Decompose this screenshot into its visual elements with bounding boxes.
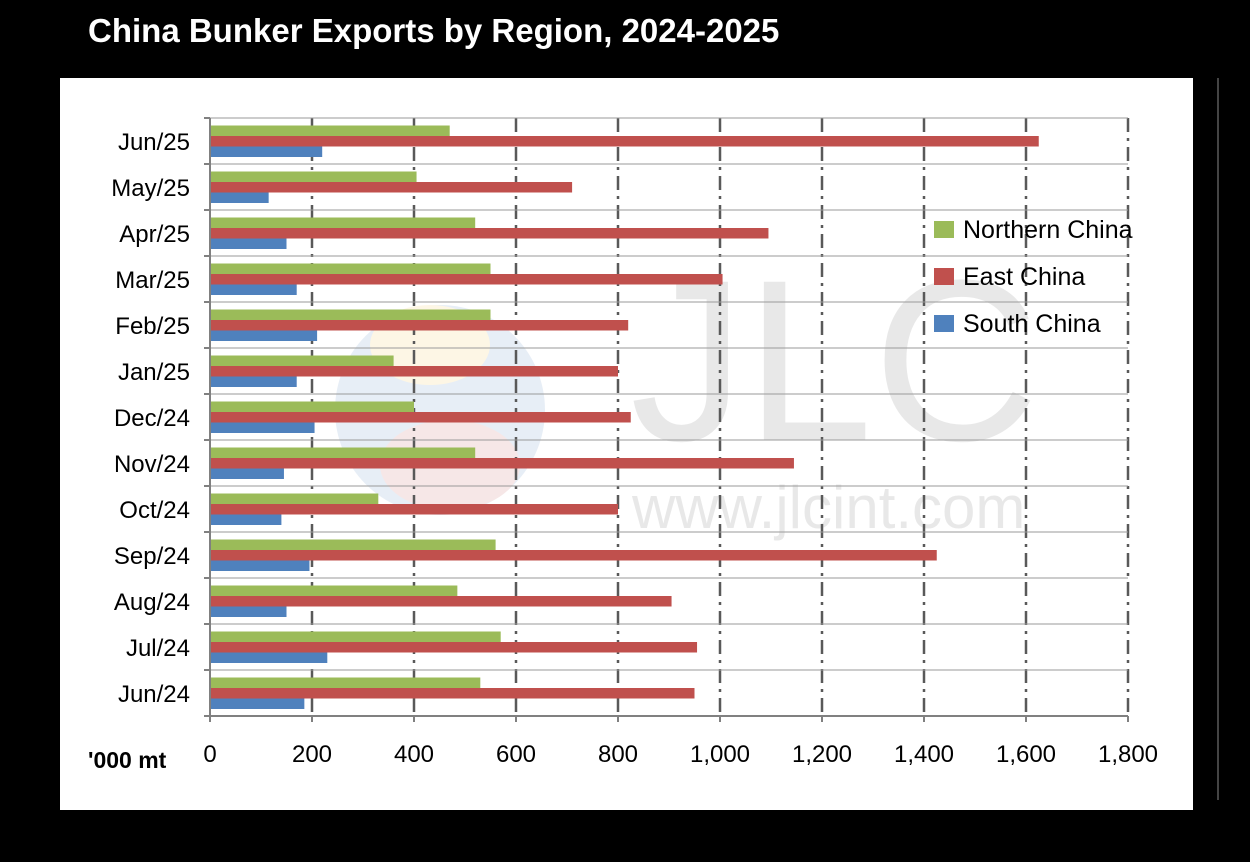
x-tick-label: 1,400 <box>894 741 954 768</box>
bar-east-china <box>210 596 672 607</box>
bar-south-china <box>210 146 323 157</box>
x-tick-label: 1,200 <box>792 741 852 768</box>
bar-south-china <box>210 422 315 433</box>
bar-northern-china <box>210 447 476 458</box>
category-label: Jun/24 <box>118 681 190 708</box>
bar-east-china <box>210 136 1039 147</box>
category-label: Jun/25 <box>118 129 190 156</box>
category-label: Aug/24 <box>114 589 190 616</box>
category-label: May/25 <box>111 175 190 202</box>
x-tick-label: 1,800 <box>1098 741 1158 768</box>
bar-south-china <box>210 192 269 203</box>
bar-east-china <box>210 366 618 377</box>
category-label: Dec/24 <box>114 405 190 432</box>
category-label: Jul/24 <box>126 635 190 662</box>
bar-northern-china <box>210 125 450 136</box>
x-tick-label: 800 <box>598 741 638 768</box>
bar-northern-china <box>210 309 491 320</box>
x-tick-label: 1,000 <box>690 741 750 768</box>
legend-swatch <box>934 315 954 332</box>
bar-south-china <box>210 330 318 341</box>
x-tick-label: 400 <box>394 741 434 768</box>
category-label: Apr/25 <box>119 221 190 248</box>
bar-south-china <box>210 698 305 709</box>
bar-south-china <box>210 284 297 295</box>
bar-northern-china <box>210 631 501 642</box>
bar-south-china <box>210 560 310 571</box>
bar-northern-china <box>210 217 476 228</box>
bar-northern-china <box>210 355 394 366</box>
bar-east-china <box>210 182 573 193</box>
x-tick-labels: 0 200 400 600 800 1,000 1,200 1,400 1,600 1,800 <box>203 741 1158 768</box>
bar-east-china <box>210 274 723 285</box>
watermark-url: www.jlcint.com <box>631 474 1025 541</box>
bar-northern-china <box>210 585 458 596</box>
category-label: Feb/25 <box>115 313 190 340</box>
bar-south-china <box>210 468 284 479</box>
bar-east-china <box>210 688 695 699</box>
bar-south-china <box>210 606 287 617</box>
legend-swatch <box>934 268 954 285</box>
bar-east-china <box>210 228 769 239</box>
legend-label: East China <box>963 263 1085 291</box>
bar-northern-china <box>210 401 414 412</box>
bar-northern-china <box>210 263 491 274</box>
category-labels: Jun/25 May/25 Apr/25 Mar/25 Feb/25 Jan/25 Dec/… <box>111 129 190 708</box>
axes <box>204 117 1129 722</box>
x-tick-label: 0 <box>203 741 216 768</box>
bar-south-china <box>210 238 287 249</box>
category-label: Sep/24 <box>114 543 190 570</box>
chart-title: China Bunker Exports by Region, 2024-202… <box>88 12 780 49</box>
bar-east-china <box>210 458 794 469</box>
bar-east-china <box>210 642 698 653</box>
category-label: Oct/24 <box>119 497 190 524</box>
x-tick-label: 200 <box>292 741 332 768</box>
legend-swatch <box>934 221 954 238</box>
bar-south-china <box>210 376 297 387</box>
bar-south-china <box>210 514 282 525</box>
legend-label: Northern China <box>963 216 1133 244</box>
x-tick-label: 600 <box>496 741 536 768</box>
x-tick-label: 1,600 <box>996 741 1056 768</box>
legend: Northern China East China South China <box>934 216 1133 338</box>
bar-northern-china <box>210 539 496 550</box>
legend-label: South China <box>963 310 1101 338</box>
bars <box>210 125 1039 709</box>
bar-east-china <box>210 320 629 331</box>
bar-northern-china <box>210 171 417 182</box>
bar-northern-china <box>210 677 481 688</box>
category-label: Mar/25 <box>115 267 190 294</box>
bar-northern-china <box>210 493 379 504</box>
bar-east-china <box>210 550 937 561</box>
bar-east-china <box>210 504 618 515</box>
bar-east-china <box>210 412 631 423</box>
category-label: Jan/25 <box>118 359 190 386</box>
x-axis-unit-label: '000 mt <box>88 747 167 773</box>
category-label: Nov/24 <box>114 451 190 478</box>
bar-south-china <box>210 652 328 663</box>
